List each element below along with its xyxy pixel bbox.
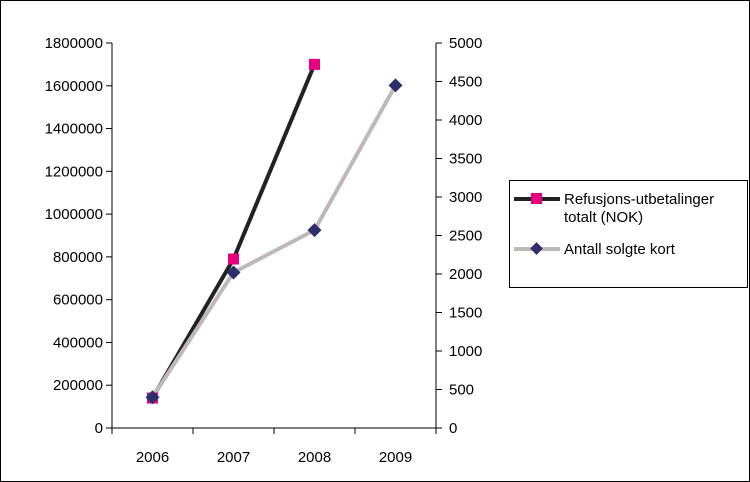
left-y-tick-label: 0 [95, 420, 103, 437]
right-y-tick-label: 1000 [449, 343, 482, 360]
chart-legend: Refusjons-utbetalinger totalt (NOK) Anta… [509, 180, 748, 288]
legend-label-refusjon: Refusjons-utbetalinger totalt (NOK) [564, 191, 715, 226]
left-y-tick-label: 200000 [53, 377, 103, 394]
right-y-tick-label: 2500 [449, 228, 482, 245]
left-y-tick-label: 1800000 [45, 35, 103, 52]
series-1-point [388, 78, 403, 93]
series-1-point [226, 265, 241, 280]
series-0-point [309, 58, 320, 70]
legend-item-antall: Antall solgte kort [514, 241, 675, 259]
left-y-tick-label: 800000 [53, 249, 103, 266]
left-y-tick-label: 1600000 [45, 78, 103, 95]
series-1-point [145, 390, 160, 405]
right-y-tick-label: 5000 [449, 35, 482, 52]
right-y-tick-label: 2000 [449, 266, 482, 283]
right-y-tick-label: 1500 [449, 305, 482, 322]
legend-swatch-refusjon [514, 191, 560, 209]
right-y-tick-label: 4000 [449, 112, 482, 129]
left-y-tick-label: 1400000 [45, 121, 103, 138]
legend-label-antall: Antall solgte kort [564, 241, 675, 258]
square-marker-icon [531, 193, 542, 204]
legend-item-refusjon: Refusjons-utbetalinger totalt (NOK) [514, 191, 714, 227]
x-tick-label: 2007 [217, 449, 250, 466]
x-tick-label: 2009 [379, 449, 412, 466]
x-tick-label: 2008 [298, 449, 331, 466]
diamond-marker-icon [530, 242, 543, 255]
series-1-point [307, 223, 322, 238]
series-0-point [228, 253, 239, 265]
left-y-tick-label: 1200000 [45, 163, 103, 180]
right-y-tick-label: 4500 [449, 74, 482, 91]
left-y-tick-label: 1000000 [45, 206, 103, 223]
x-tick-label: 2006 [136, 449, 169, 466]
left-y-tick-label: 400000 [53, 334, 103, 351]
right-y-tick-label: 0 [449, 420, 457, 437]
legend-swatch-antall [514, 241, 560, 259]
right-y-tick-label: 500 [449, 382, 474, 399]
series-line-1 [150, 84, 398, 399]
left-y-tick-label: 600000 [53, 292, 103, 309]
series-line-0 [150, 63, 317, 400]
right-y-tick-label: 3500 [449, 151, 482, 168]
right-y-tick-label: 3000 [449, 189, 482, 206]
